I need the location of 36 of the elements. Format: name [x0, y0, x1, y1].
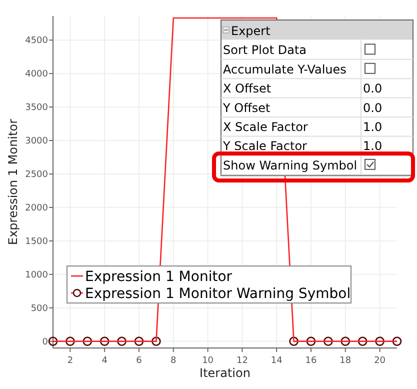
annotation: 0.0: [363, 100, 382, 115]
y-tick-label: 4500: [25, 36, 48, 46]
x-tick-label: 8: [170, 356, 177, 366]
x-axis-title: Iteration: [200, 366, 250, 380]
y-tick-label: 1000: [25, 270, 48, 280]
y-tick-label: 2000: [25, 203, 48, 214]
annotation: 1.0: [363, 120, 382, 134]
annotation: Y Offset: [222, 100, 270, 115]
x-tick-label: 20: [374, 356, 386, 366]
legend-label: Expression 1 Monitor: [85, 269, 232, 285]
y-tick-label: 2500: [25, 170, 48, 180]
annotation: 1.0: [363, 139, 382, 154]
annotation: Accumulate Y-Values: [223, 62, 346, 76]
y-tick-label: 1500: [25, 236, 48, 247]
y-tick-label: 0: [42, 337, 48, 348]
x-tick-label: 10: [202, 356, 214, 366]
x-tick-label: 12: [236, 356, 248, 366]
x-tick-label: 4: [102, 356, 108, 366]
x-tick-label: 16: [305, 356, 317, 366]
x-tick-label: 18: [340, 356, 352, 366]
y-tick-label: 500: [30, 304, 48, 314]
y-axis-title: Expression 1 Monitor: [6, 118, 20, 246]
annotation: Show Warning Symbol: [223, 158, 358, 172]
x-tick-label: 2: [67, 356, 74, 366]
x-tick-label: 14: [270, 356, 283, 366]
annotation: X Offset: [223, 82, 272, 96]
y-tick-label: 3000: [25, 136, 48, 146]
legend-label: Expression 1 Monitor Warning Symbol: [85, 286, 351, 302]
annotation: Sort Plot Data: [223, 43, 306, 58]
y-tick-label: 4000: [25, 70, 48, 80]
annotation: 0.0: [363, 82, 382, 96]
annotation: Y Scale Factor: [222, 139, 308, 154]
annotation: X Scale Factor: [223, 120, 308, 134]
x-tick-label: 6: [136, 356, 142, 366]
annotation: Expert: [231, 24, 271, 38]
y-tick-label: 3500: [25, 103, 48, 114]
